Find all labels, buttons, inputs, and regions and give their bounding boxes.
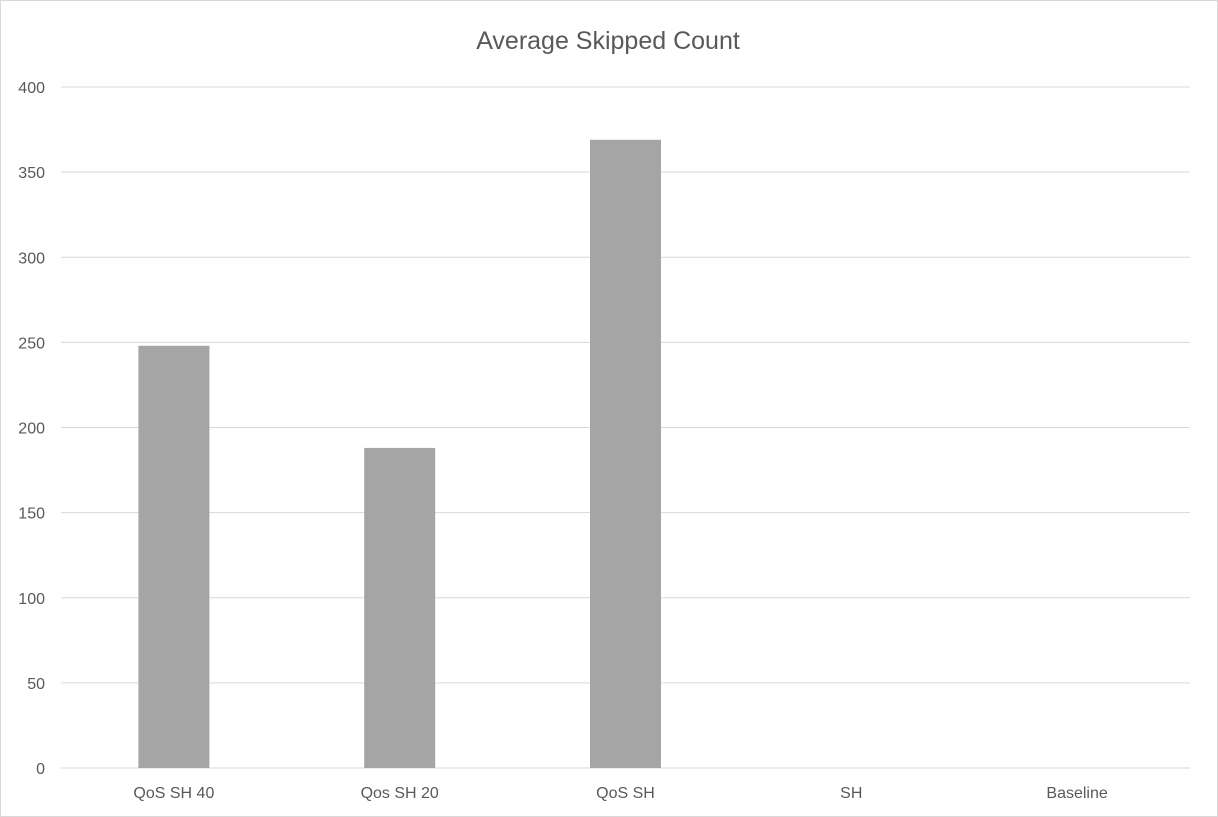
y-tick-label: 350 (18, 165, 45, 182)
y-axis-ticks: 0 50 100 150 200 250 300 350 400 (18, 80, 45, 778)
y-tick-label: 300 (18, 250, 45, 267)
bar (590, 139, 661, 769)
x-tick-label: QoS SH (596, 785, 655, 802)
y-tick-label: 200 (18, 421, 45, 438)
y-tick-label: 50 (27, 676, 45, 693)
y-tick-label: 400 (18, 80, 45, 97)
y-tick-label: 100 (18, 591, 45, 608)
bar (364, 447, 436, 768)
x-axis-ticks: QoS SH 40 Qos SH 20 QoS SH SH Baseline (133, 785, 1107, 802)
y-tick-label: 250 (18, 335, 45, 352)
bars (138, 139, 661, 769)
x-tick-label: SH (840, 785, 862, 802)
y-tick-label: 150 (18, 506, 45, 523)
y-tick-label: 0 (36, 761, 45, 778)
x-tick-label: Qos SH 20 (361, 785, 439, 802)
x-tick-label: QoS SH 40 (133, 785, 214, 802)
x-tick-label: Baseline (1046, 785, 1107, 802)
bar (138, 345, 210, 768)
chart-title: Average Skipped Count (476, 27, 740, 55)
